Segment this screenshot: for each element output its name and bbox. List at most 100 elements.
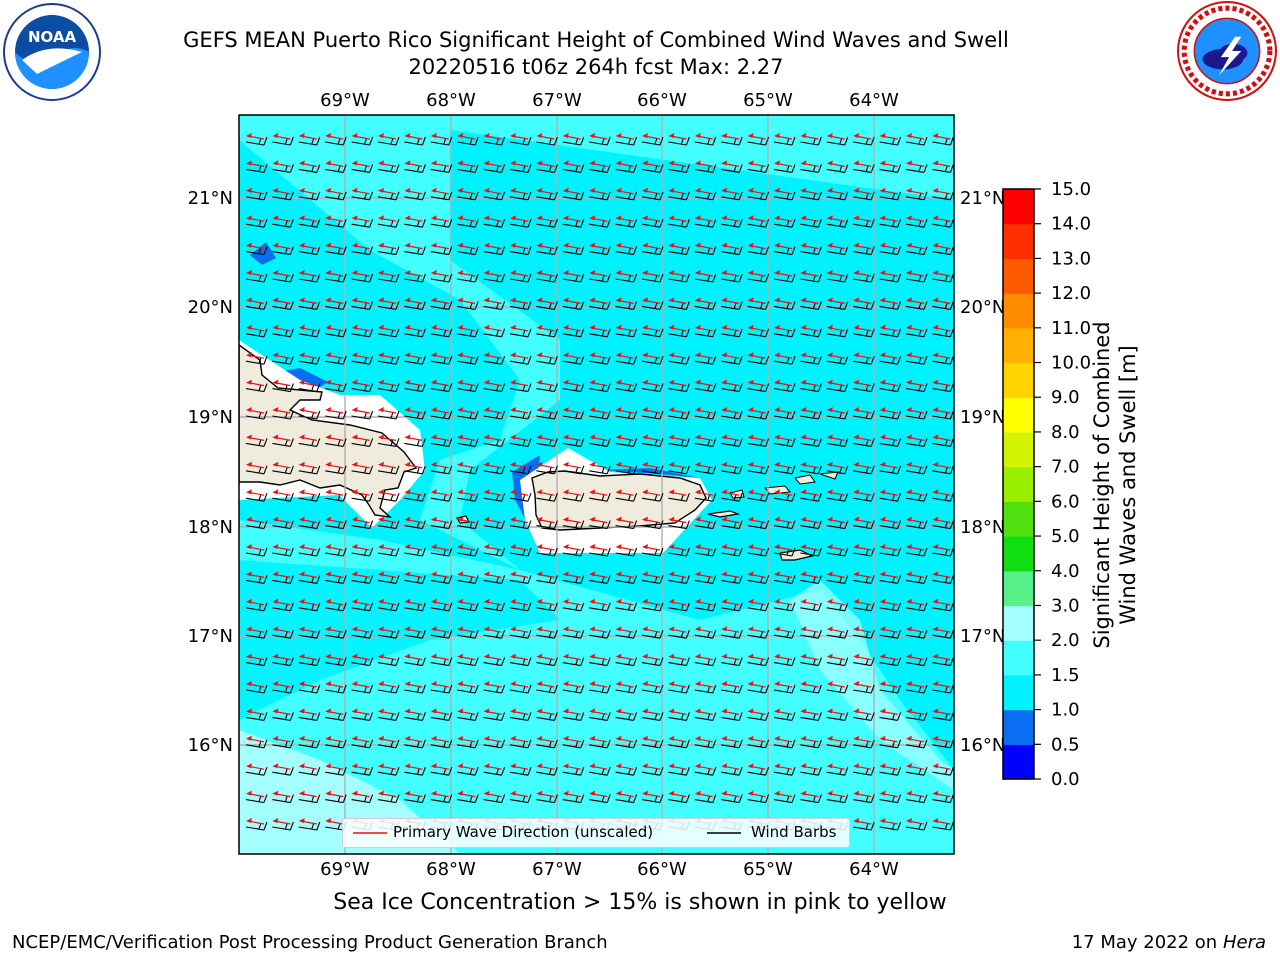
- vector-glyph: [404, 790, 426, 804]
- wind-barb-icon: [707, 832, 741, 834]
- vector-glyph: [404, 407, 426, 420]
- vector-glyph: [668, 735, 690, 749]
- vector-glyph: [615, 379, 638, 393]
- map-legend: Primary Wave Direction (unscaled) Wind B…: [342, 818, 850, 848]
- vector-glyph: [483, 324, 506, 338]
- vector-glyph: [351, 242, 374, 256]
- vector-glyph: [404, 516, 426, 530]
- vector-glyph: [377, 352, 400, 365]
- vector-glyph: [351, 379, 374, 393]
- vector-glyph: [773, 489, 796, 502]
- vector-glyph: [800, 242, 822, 256]
- vector-glyph: [905, 407, 928, 420]
- vector-glyph: [615, 215, 638, 228]
- vector-glyph: [351, 324, 374, 338]
- colorbar: [1003, 189, 1034, 780]
- colorbar-tick-label: 8.0: [1051, 422, 1080, 443]
- vector-glyph: [509, 407, 532, 420]
- vector-glyph: [668, 653, 690, 667]
- vector-glyph: [800, 461, 822, 475]
- vector-glyph: [826, 379, 849, 393]
- vector-glyph: [272, 790, 294, 804]
- vector-glyph: [325, 133, 347, 146]
- vector-glyph: [536, 297, 558, 310]
- vector-glyph: [932, 708, 954, 721]
- vector-glyph: [615, 297, 638, 310]
- vector-glyph: [457, 461, 479, 475]
- vector-glyph: [430, 270, 453, 283]
- vector-glyph: [932, 626, 954, 639]
- vector-glyph: [483, 352, 506, 365]
- vector-glyph: [509, 187, 532, 201]
- vector-glyph: [615, 516, 638, 530]
- vector-glyph: [773, 708, 796, 721]
- vector-glyph: [483, 379, 506, 393]
- vector-glyph: [457, 434, 479, 447]
- vector-glyph: [747, 653, 770, 667]
- vector-glyph: [404, 489, 426, 502]
- vector-glyph: [325, 297, 347, 310]
- vector-glyph: [826, 571, 849, 584]
- vector-glyph: [615, 242, 638, 256]
- vector-glyph: [747, 187, 770, 201]
- colorbar-tick-label: 0.5: [1051, 734, 1080, 755]
- vector-glyph: [905, 297, 928, 310]
- vector-glyph: [536, 324, 558, 338]
- vector-glyph: [747, 681, 770, 694]
- vector-glyph: [245, 242, 268, 256]
- vector-glyph: [932, 297, 954, 310]
- vector-glyph: [457, 653, 479, 667]
- vector-glyph: [721, 324, 743, 338]
- vector-glyph: [853, 681, 875, 694]
- vector-glyph: [721, 407, 743, 420]
- vector-glyph: [853, 407, 875, 420]
- vector-glyph: [879, 598, 902, 612]
- vector-glyph: [562, 516, 585, 530]
- vector-glyph: [430, 626, 453, 639]
- vector-glyph: [325, 434, 347, 447]
- colorbar-segment: [1003, 674, 1034, 711]
- vector-glyph: [536, 708, 558, 721]
- vector-glyph: [509, 324, 532, 338]
- vector-glyph: [562, 626, 585, 639]
- footer-date: 17 May 2022 on Hera: [1072, 932, 1266, 953]
- vector-glyph: [826, 790, 849, 804]
- vector-glyph: [509, 708, 532, 721]
- lat-label-left: 18°N: [188, 517, 233, 538]
- vector-glyph: [536, 653, 558, 667]
- vector-glyph: [509, 489, 532, 502]
- vector-glyph: [773, 324, 796, 338]
- colorbar-tick-label: 4.0: [1051, 561, 1080, 582]
- vector-glyph: [272, 270, 294, 283]
- vector-glyph: [800, 489, 822, 502]
- vector-glyph: [747, 790, 770, 804]
- vector-glyph: [668, 461, 690, 475]
- vector-glyph: [773, 516, 796, 530]
- vector-glyph: [905, 735, 928, 749]
- vector-glyph: [721, 379, 743, 393]
- vector-glyph: [826, 242, 849, 256]
- vector-glyph: [457, 598, 479, 612]
- vector-glyph: [589, 434, 611, 447]
- vector-glyph: [351, 571, 374, 584]
- vector-glyph: [457, 215, 479, 228]
- vector-glyph: [721, 270, 743, 283]
- lon-label-top: 67°W: [532, 90, 582, 111]
- colorbar-segment: [1003, 293, 1034, 329]
- vector-glyph: [589, 790, 611, 804]
- vector-glyph: [483, 708, 506, 721]
- colorbar-segment: [1003, 744, 1034, 780]
- vector-glyph: [589, 379, 611, 393]
- vector-glyph: [615, 653, 638, 667]
- vector-glyph: [800, 352, 822, 365]
- vector-glyph: [668, 790, 690, 804]
- vector-glyph: [932, 461, 954, 475]
- vector-glyph: [747, 489, 770, 502]
- vector-glyph: [879, 653, 902, 667]
- vector-glyph: [853, 187, 875, 201]
- vector-glyph: [509, 763, 532, 776]
- vector-glyph: [457, 242, 479, 256]
- vector-glyph: [721, 133, 743, 146]
- vector-glyph: [641, 434, 664, 447]
- lat-label-right: 16°N: [960, 735, 1005, 756]
